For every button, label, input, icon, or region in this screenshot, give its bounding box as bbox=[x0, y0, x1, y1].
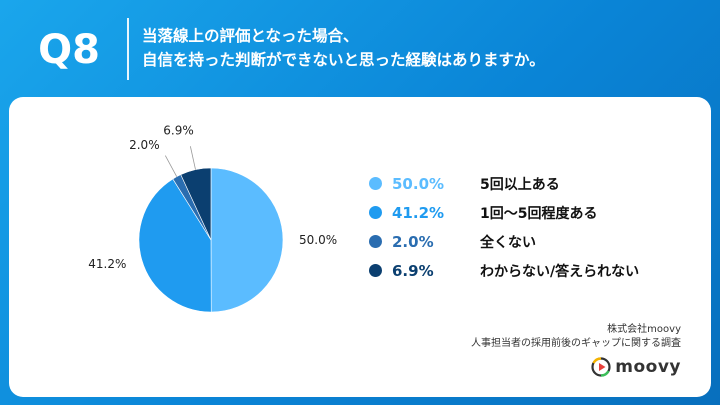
play-circle-icon bbox=[591, 357, 611, 377]
pie-data-label: 2.0% bbox=[129, 138, 160, 152]
legend-item: 41.2% 1回〜5回程度ある bbox=[369, 198, 639, 227]
legend-label: 1回〜5回程度ある bbox=[480, 205, 598, 222]
legend-swatch bbox=[369, 206, 382, 219]
legend-item: 50.0% 5回以上ある bbox=[369, 169, 639, 198]
chart-legend: 50.0% 5回以上ある 41.2% 1回〜5回程度ある 2.0% 全くない 6… bbox=[369, 169, 639, 285]
legend-item: 2.0% 全くない bbox=[369, 227, 639, 256]
logo-text: moovy bbox=[615, 357, 681, 377]
question-text: 当落線上の評価となった場合、 自信を持った判断ができないと思った経験はありますか… bbox=[142, 24, 545, 72]
leader-line bbox=[189, 146, 196, 170]
leader-line bbox=[164, 155, 178, 177]
legend-swatch bbox=[369, 235, 382, 248]
legend-percent: 2.0% bbox=[392, 232, 434, 251]
pie-data-label: 50.0% bbox=[299, 233, 337, 247]
pie-slice bbox=[138, 178, 212, 313]
legend-percent: 41.2% bbox=[392, 203, 445, 222]
legend-label: 全くない bbox=[480, 234, 536, 251]
pie-data-label: 6.9% bbox=[163, 124, 194, 138]
content-panel: 50.0% 41.2% 2.0% 6.9% 50.0% 5回以上ある 41.2% 1回… bbox=[9, 97, 711, 397]
pie-slice bbox=[180, 167, 212, 241]
legend-swatch bbox=[369, 264, 382, 277]
header-divider bbox=[127, 18, 129, 80]
legend-percent: 50.0% bbox=[392, 174, 445, 193]
legend-label: 5回以上ある bbox=[480, 176, 560, 193]
question-line-1: 当落線上の評価となった場合、 bbox=[142, 27, 359, 45]
legend-percent: 6.9% bbox=[392, 261, 434, 280]
pie-chart: 50.0% 41.2% 2.0%6.9% bbox=[88, 124, 337, 313]
moovy-logo: moovy bbox=[591, 357, 681, 377]
survey-credit: 株式会社moovy 人事担当者の採用前後のギャップに関する調査 bbox=[471, 323, 681, 351]
question-number: Q8 bbox=[38, 27, 100, 73]
pie-data-label: 41.2% bbox=[88, 257, 126, 271]
legend-label: わからない/答えられない bbox=[480, 263, 640, 280]
company-name: 株式会社moovy bbox=[607, 324, 681, 335]
question-line-2: 自信を持った判断ができないと思った経験はありますか。 bbox=[142, 51, 545, 69]
legend-swatch bbox=[369, 177, 382, 190]
legend-item: 6.9% わからない/答えられない bbox=[369, 256, 639, 285]
pie-slice bbox=[210, 167, 284, 313]
survey-name: 人事担当者の採用前後のギャップに関する調査 bbox=[471, 338, 681, 349]
